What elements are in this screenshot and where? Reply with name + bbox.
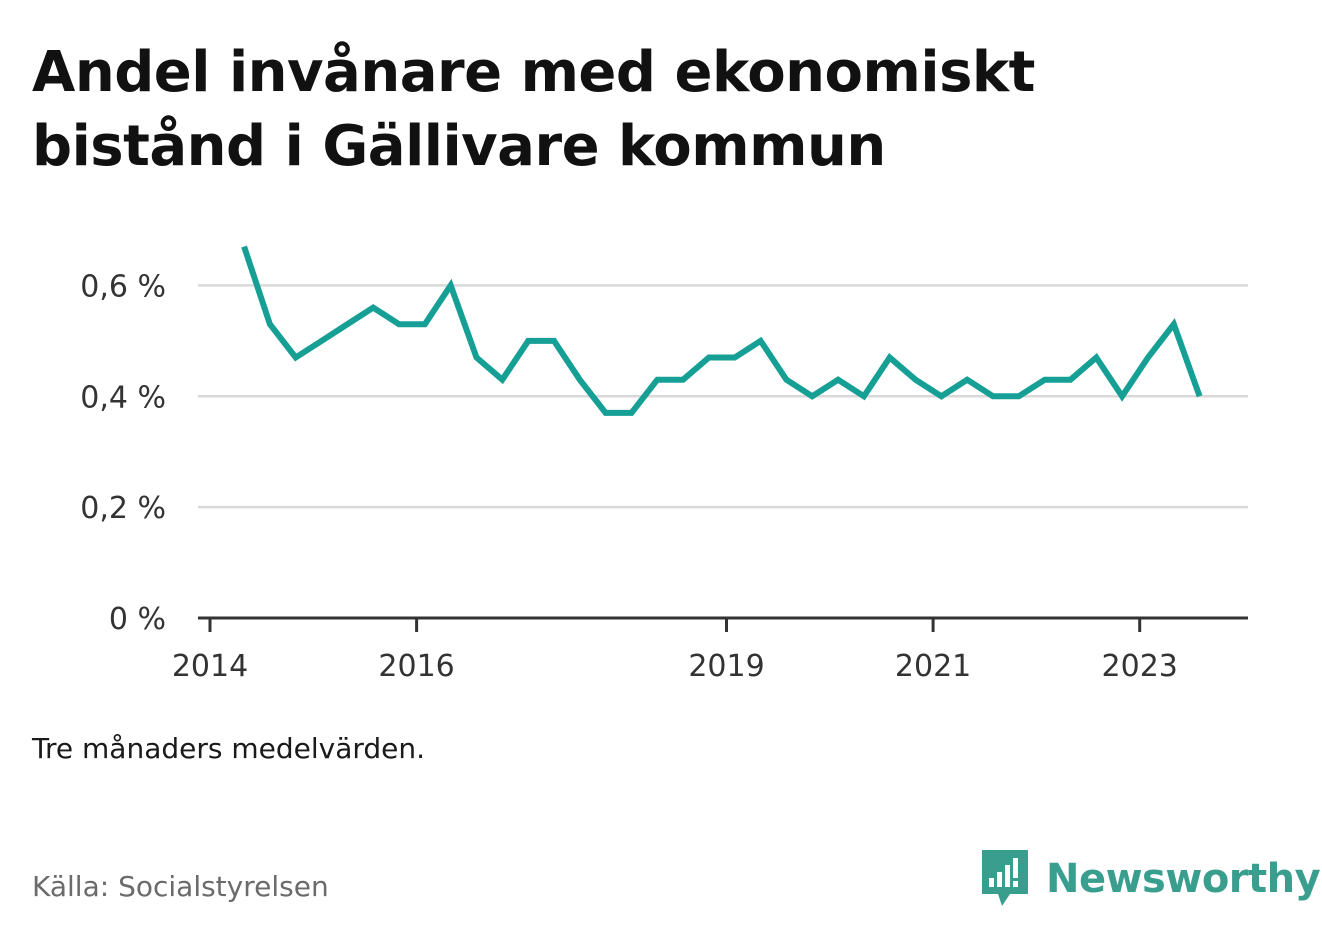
x-axis-ticks	[208, 618, 1142, 632]
x-tick-label: 2023	[1102, 649, 1178, 684]
x-tick-label: 2014	[172, 649, 248, 684]
chart-note: Tre månaders medelvärden.	[32, 732, 426, 765]
y-tick-label: 0,2 %	[80, 491, 166, 526]
gridlines	[198, 284, 1248, 509]
brand-name: Newsworthy	[1046, 856, 1321, 902]
brand-logo: Newsworthy	[980, 848, 1321, 910]
y-tick-label: 0,6 %	[80, 269, 166, 304]
x-tick-label: 2016	[378, 649, 454, 684]
y-tick-label: 0 %	[109, 602, 166, 637]
y-tick-label: 0,4 %	[80, 380, 166, 415]
newsworthy-logo-icon	[982, 850, 1028, 906]
series-line	[241, 245, 1203, 416]
y-axis-tick-labels: 0 % 0,2 % 0,4 % 0,6 %	[80, 269, 166, 637]
source-label: Källa: Socialstyrelsen	[32, 870, 329, 903]
x-tick-label: 2019	[688, 649, 764, 684]
data-points	[244, 246, 1200, 413]
x-axis-tick-labels: 2014 2016 2019 2021 2023	[172, 649, 1178, 684]
chart-title: Andel invånare med ekonomiskt bistånd i …	[32, 40, 1035, 179]
x-tick-label: 2021	[895, 649, 971, 684]
